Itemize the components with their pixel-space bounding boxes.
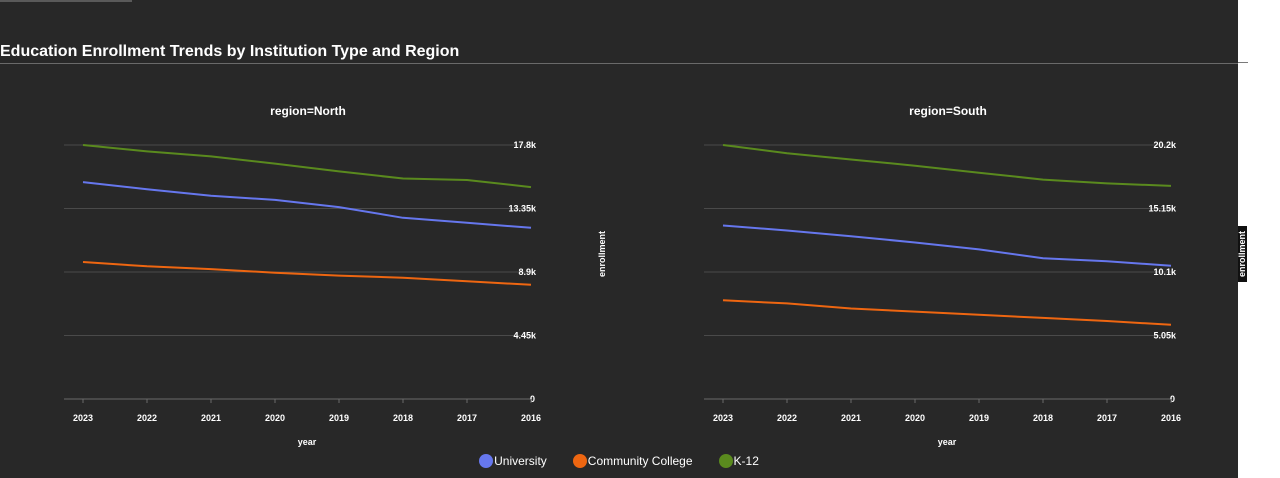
top-scroll-indicator xyxy=(0,0,132,2)
x-tick-label: 2022 xyxy=(777,413,797,423)
chart-legend: University Community College K-12 xyxy=(0,454,1238,468)
y-tick-label: 10.1k xyxy=(1153,267,1177,277)
panel-title: region=North xyxy=(270,104,346,118)
legend-label: Community College xyxy=(587,454,693,468)
y-tick-label: 8.9k xyxy=(518,267,537,277)
y-axis-label: enrollment xyxy=(597,231,607,277)
legend-label: University xyxy=(494,454,547,468)
legend-dot-icon xyxy=(572,454,587,468)
x-tick-label: 2019 xyxy=(329,413,349,423)
chart-title: Education Enrollment Trends by Instituti… xyxy=(0,43,460,60)
y-tick-label: 13.35k xyxy=(508,204,537,214)
series-line-k-12 xyxy=(82,144,532,189)
y-axis-label: enrollment xyxy=(1237,231,1247,277)
series-line-university xyxy=(722,224,1172,267)
legend-item[interactable]: University xyxy=(479,454,547,468)
side-axis-tab xyxy=(1238,226,1247,282)
title-divider xyxy=(0,63,1238,64)
y-tick-label: 5.05k xyxy=(1153,331,1177,341)
x-axis-label: year xyxy=(938,437,957,447)
x-tick-label: 2020 xyxy=(265,413,285,423)
series-line-k-12 xyxy=(722,144,1172,187)
x-tick-label: 2018 xyxy=(1033,413,1053,423)
x-tick-label: 2017 xyxy=(1097,413,1117,423)
legend-dot-icon xyxy=(479,454,494,468)
x-tick-label: 2016 xyxy=(1161,413,1181,423)
legend-item[interactable]: Community College xyxy=(572,454,693,468)
x-tick-label: 2018 xyxy=(393,413,413,423)
right-margin-tick xyxy=(1238,62,1248,63)
y-tick-label: 0 xyxy=(530,394,535,404)
y-tick-label: 17.8k xyxy=(513,140,537,150)
y-tick-label: 15.15k xyxy=(1148,204,1177,214)
x-axis-label: year xyxy=(298,437,317,447)
x-tick-label: 2022 xyxy=(137,413,157,423)
legend-label: K-12 xyxy=(733,454,759,468)
x-tick-label: 2023 xyxy=(713,413,733,423)
y-tick-label: 20.2k xyxy=(1153,140,1177,150)
y-tick-label: 0 xyxy=(1170,394,1175,404)
series-line-university xyxy=(82,181,532,229)
legend-item[interactable]: K-12 xyxy=(718,454,759,468)
y-tick-label: 4.45k xyxy=(513,331,537,341)
series-line-community-college xyxy=(82,261,532,286)
x-tick-label: 2023 xyxy=(73,413,93,423)
x-tick-label: 2017 xyxy=(457,413,477,423)
x-tick-label: 2021 xyxy=(201,413,221,423)
legend-dot-icon xyxy=(718,454,733,468)
panel-title: region=South xyxy=(909,104,987,118)
x-tick-label: 2016 xyxy=(521,413,541,423)
x-tick-label: 2021 xyxy=(841,413,861,423)
x-tick-label: 2020 xyxy=(905,413,925,423)
series-line-community-college xyxy=(722,299,1172,326)
x-tick-label: 2019 xyxy=(969,413,989,423)
